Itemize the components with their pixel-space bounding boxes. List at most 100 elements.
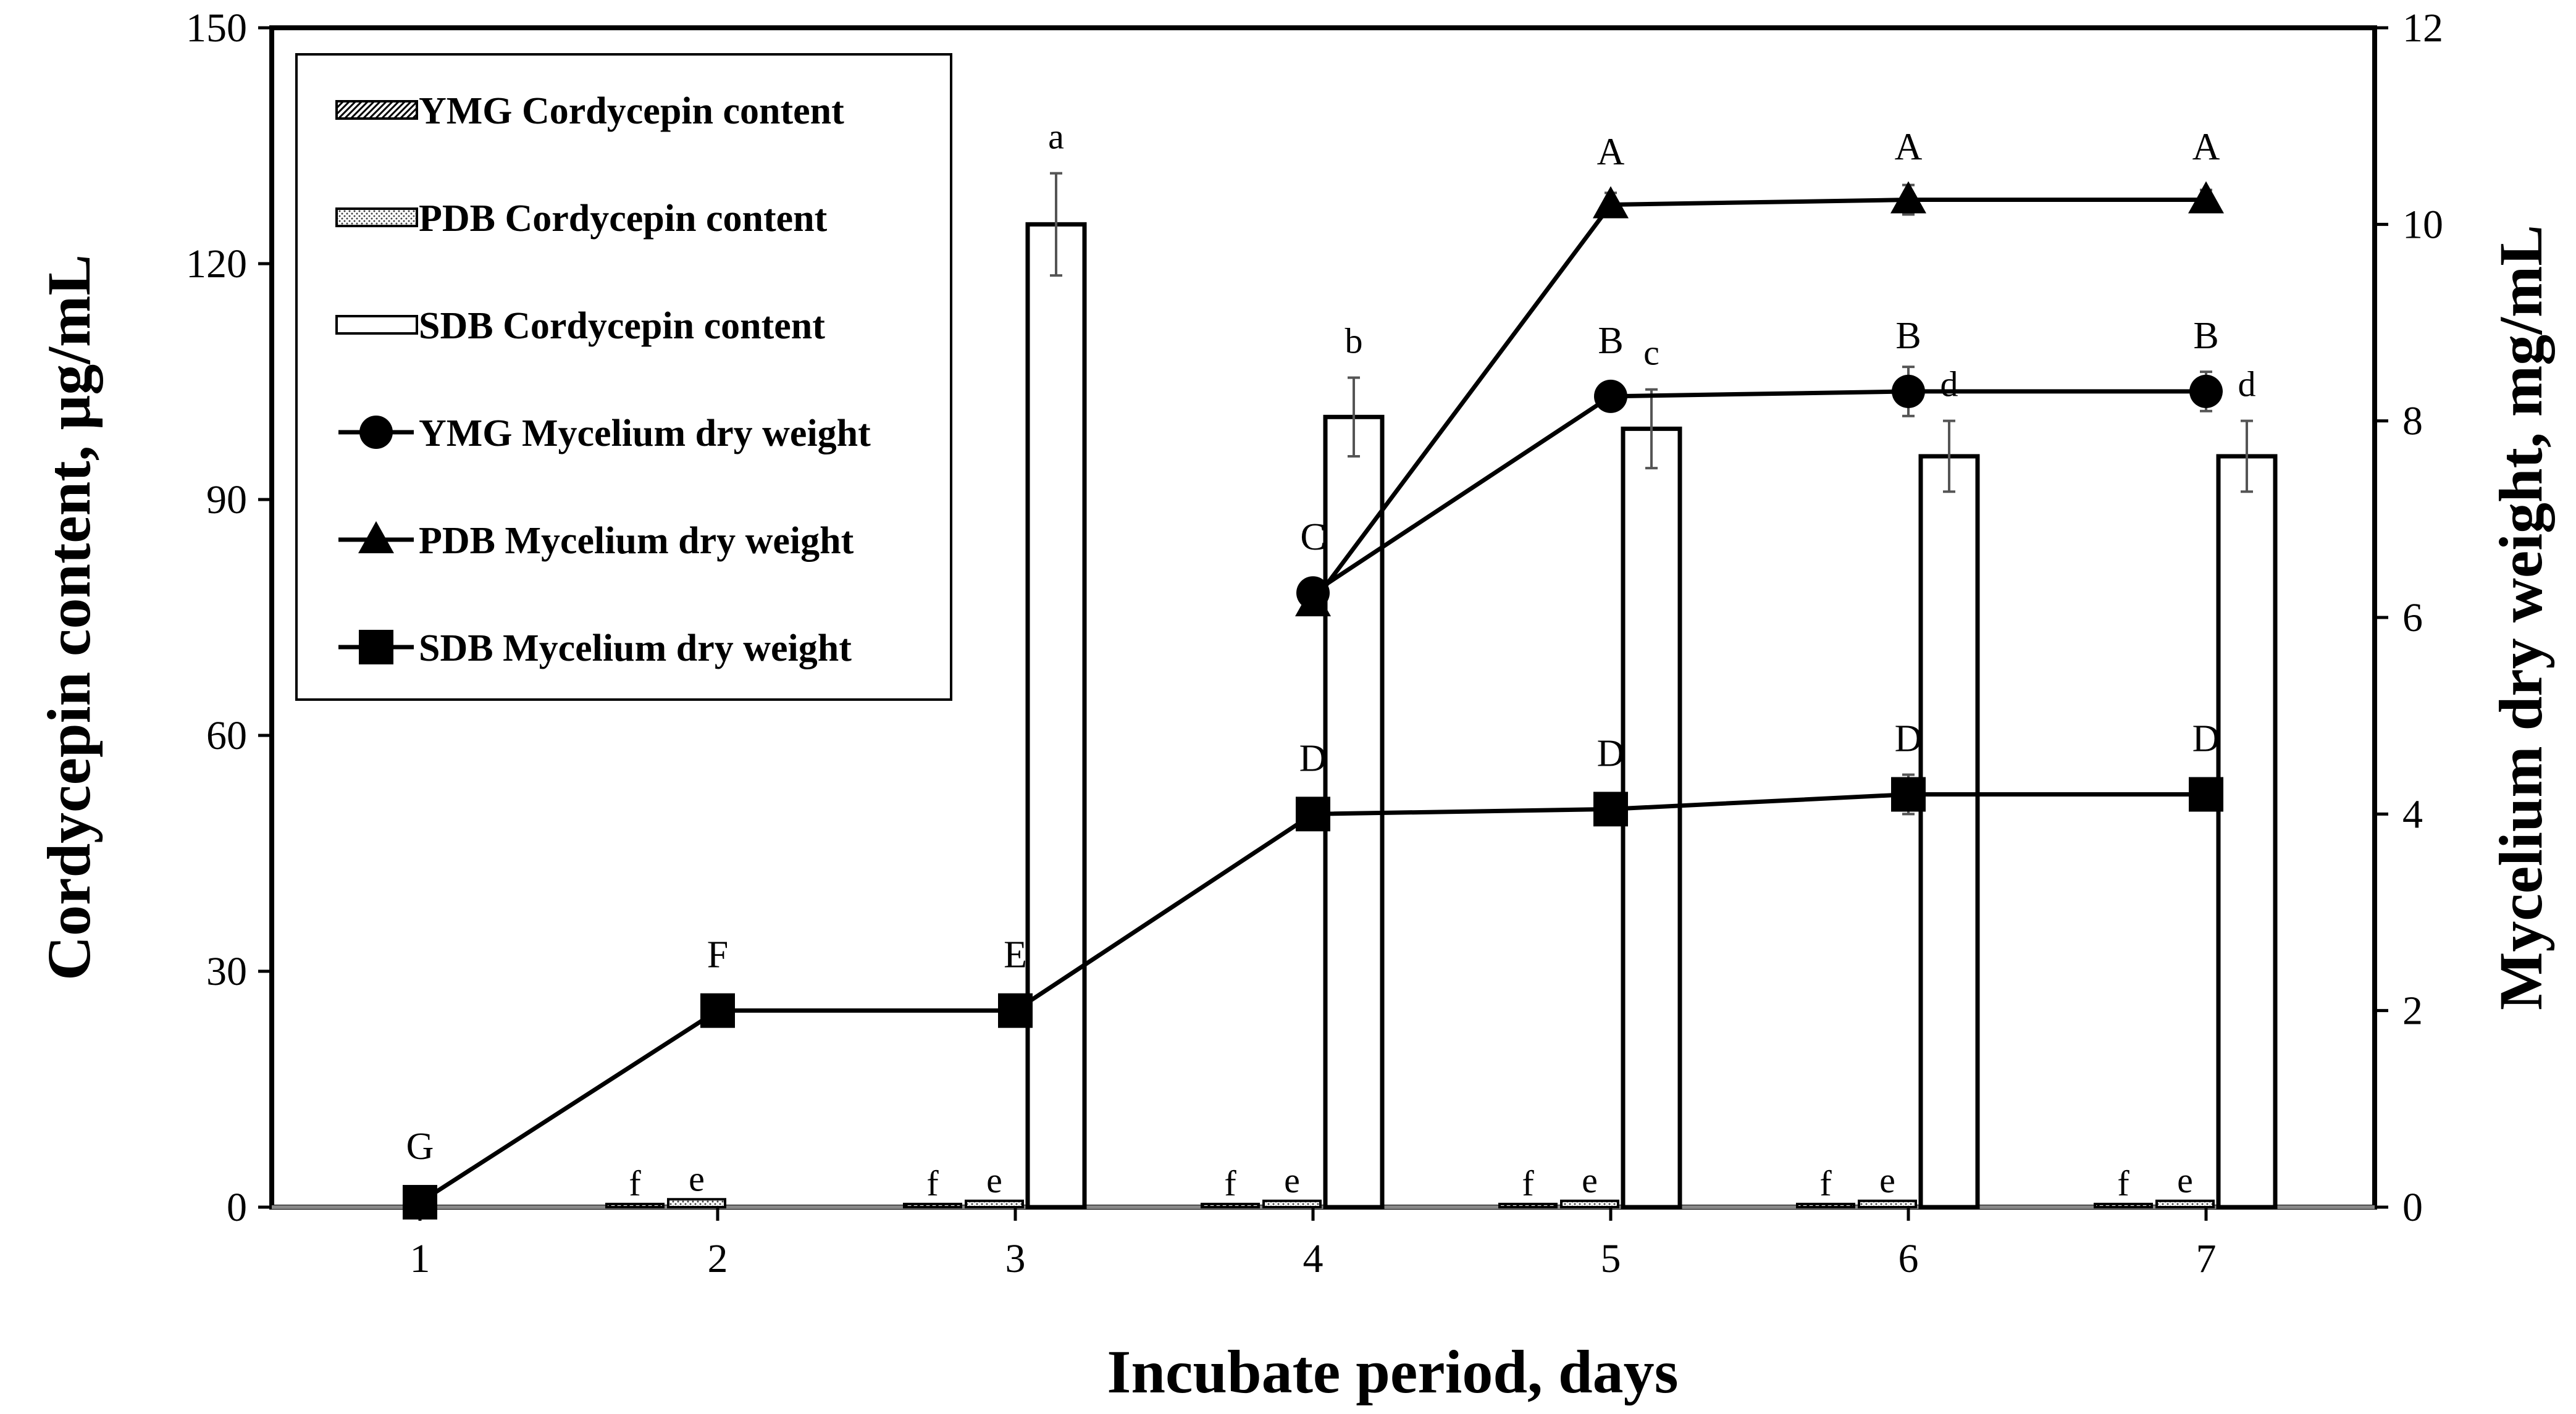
marker-circle bbox=[1594, 379, 1627, 413]
bar-1 bbox=[1262, 1199, 1322, 1209]
line-1 bbox=[1311, 198, 2206, 605]
bar-significance-label: f bbox=[1819, 1163, 1832, 1203]
bar-significance-label: e bbox=[986, 1160, 1002, 1200]
bar-1 bbox=[1858, 1199, 1917, 1209]
bar-significance-label: f bbox=[2117, 1163, 2129, 1203]
bar-significance-label: a bbox=[1048, 117, 1064, 157]
legend: YMG Cordycepin content PDB Cordycepin con… bbox=[295, 53, 952, 701]
bar-significance-label: e bbox=[2177, 1160, 2193, 1200]
legend-items: YMG Cordycepin content PDB Cordycepin con… bbox=[335, 90, 871, 669]
legend-label: YMG Cordycepin content bbox=[419, 90, 844, 132]
y-left-tick-label: 30 bbox=[206, 949, 247, 994]
bar-1 bbox=[2155, 1199, 2215, 1209]
y-axis-right: 0 2 4 6 8 10 12 bbox=[2375, 6, 2443, 1230]
bar-0 bbox=[2094, 1202, 2153, 1208]
y-axis-left: 0 30 60 90 120 150 bbox=[186, 6, 272, 1230]
bar-significance-label: e bbox=[1879, 1160, 1895, 1200]
marker-square bbox=[403, 1185, 437, 1220]
point-significance-label: A bbox=[2192, 127, 2220, 169]
bar-significance-label: d bbox=[1940, 364, 1958, 404]
bar-0 bbox=[605, 1202, 665, 1208]
bar-2 bbox=[1918, 454, 1980, 1210]
y-left-tick-label: 60 bbox=[206, 713, 247, 758]
y-right-tick-label: 10 bbox=[2402, 202, 2443, 247]
point-significance-label: B bbox=[1895, 315, 1921, 357]
marker-triangle bbox=[358, 521, 394, 553]
marker-triangle bbox=[2188, 181, 2224, 214]
y-left-tick-label: 120 bbox=[186, 241, 247, 287]
bar-significance-label: e bbox=[1582, 1160, 1598, 1200]
marker-square bbox=[700, 993, 735, 1028]
marker-triangle bbox=[1593, 186, 1629, 219]
x-tick-label: 6 bbox=[1898, 1236, 1919, 1281]
marker-circle bbox=[1892, 374, 1925, 408]
marker-square bbox=[359, 630, 393, 664]
legend-swatch-bar bbox=[335, 207, 418, 227]
bar-0 bbox=[1796, 1202, 1855, 1208]
marker-square bbox=[998, 993, 1033, 1028]
bar-significance-label: f bbox=[1224, 1163, 1236, 1203]
y-left-tick-label: 0 bbox=[227, 1185, 247, 1230]
x-axis-title: Incubate period, days bbox=[1107, 1337, 1678, 1406]
bar-0 bbox=[1201, 1202, 1260, 1208]
legend-label: SDB Mycelium dry weight bbox=[419, 627, 852, 669]
y-right-tick-label: 12 bbox=[2402, 6, 2443, 51]
y-right-tick-label: 6 bbox=[2402, 595, 2423, 640]
marker-square bbox=[1891, 777, 1926, 812]
point-significance-label: G bbox=[406, 1126, 434, 1168]
marker-triangle bbox=[1295, 584, 1331, 617]
point-significance-label: A bbox=[1597, 132, 1625, 174]
bar-1 bbox=[667, 1198, 726, 1209]
bar-significance-label: d bbox=[2238, 364, 2256, 404]
legend-label: PDB Cordycepin content bbox=[419, 198, 828, 240]
x-tick-label: 2 bbox=[708, 1236, 728, 1281]
legend-label: SDB Cordycepin content bbox=[419, 305, 825, 347]
bar-0 bbox=[903, 1202, 962, 1208]
marker-circle bbox=[359, 416, 393, 449]
point-significance-label: F bbox=[707, 934, 728, 976]
point-significance-label: C bbox=[1300, 516, 1325, 558]
y-left-tick-label: 90 bbox=[206, 477, 247, 522]
x-tick-label: 3 bbox=[1005, 1236, 1026, 1281]
bar-1 bbox=[965, 1199, 1024, 1209]
point-significance-label: D bbox=[1597, 732, 1625, 774]
y-axis-left-title: Cordycepin content, μg/mL bbox=[35, 254, 103, 981]
marker-square bbox=[1296, 797, 1330, 832]
point-significance-label: D bbox=[1895, 718, 1923, 760]
legend-label: PDB Mycelium dry weight bbox=[419, 520, 854, 562]
legend-label: YMG Mycelium dry weight bbox=[419, 412, 871, 454]
point-significance-label: E bbox=[1004, 934, 1027, 976]
point-significance-label: D bbox=[1299, 737, 1327, 779]
legend-swatch-bar bbox=[335, 315, 418, 335]
bar-2 bbox=[1025, 222, 1087, 1210]
y-right-tick-label: 8 bbox=[2402, 399, 2423, 444]
bar-significance-label: f bbox=[629, 1163, 641, 1203]
x-tick-label: 5 bbox=[1601, 1236, 1621, 1281]
bar-2 bbox=[2216, 454, 2278, 1210]
legend-box bbox=[295, 53, 952, 701]
bar-significance-label: e bbox=[1284, 1160, 1300, 1200]
marker-circle bbox=[2189, 374, 2223, 408]
lines-group: C B B B A A A G F E D D D D bbox=[403, 127, 2224, 1220]
bar-significance-label: f bbox=[1522, 1163, 1534, 1203]
y-axis-right-title: Mycelium dry weight, mg/mL bbox=[2486, 225, 2555, 1010]
point-significance-label: A bbox=[1895, 127, 1923, 169]
marker-square bbox=[2189, 777, 2223, 812]
bar-0 bbox=[1498, 1202, 1558, 1208]
point-significance-label: D bbox=[2192, 718, 2220, 760]
bar-2 bbox=[1621, 426, 1682, 1210]
bar-significance-label: e bbox=[689, 1158, 705, 1199]
y-left-tick-label: 150 bbox=[186, 6, 247, 51]
y-right-tick-label: 2 bbox=[2402, 989, 2423, 1034]
x-tick-label: 1 bbox=[410, 1236, 430, 1281]
point-significance-label: B bbox=[1598, 320, 1623, 362]
x-tick-label: 7 bbox=[2196, 1236, 2217, 1281]
bar-significance-label: b bbox=[1345, 321, 1363, 361]
y-right-tick-label: 4 bbox=[2402, 792, 2423, 837]
bar-1 bbox=[1560, 1199, 1619, 1209]
y-right-tick-label: 0 bbox=[2402, 1185, 2423, 1230]
marker-square bbox=[1593, 792, 1628, 827]
point-significance-label: B bbox=[2193, 315, 2218, 357]
legend-swatch-bar bbox=[335, 100, 418, 120]
